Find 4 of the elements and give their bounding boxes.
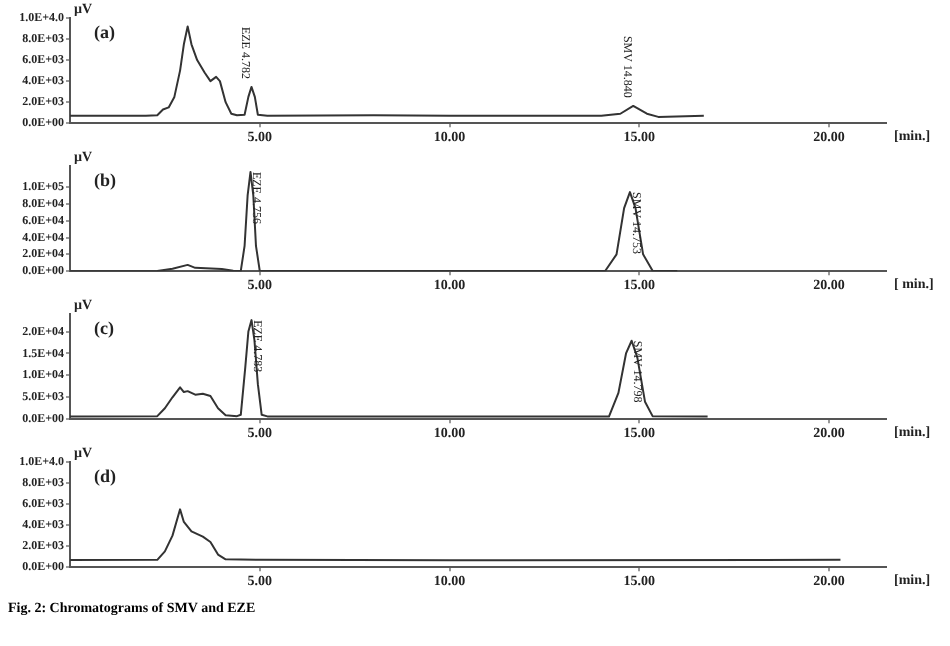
chart-title: (c) xyxy=(94,317,114,338)
chart-title: (a) xyxy=(94,21,115,42)
chart-title: (b) xyxy=(94,169,116,190)
chart-title: (d) xyxy=(94,465,116,486)
